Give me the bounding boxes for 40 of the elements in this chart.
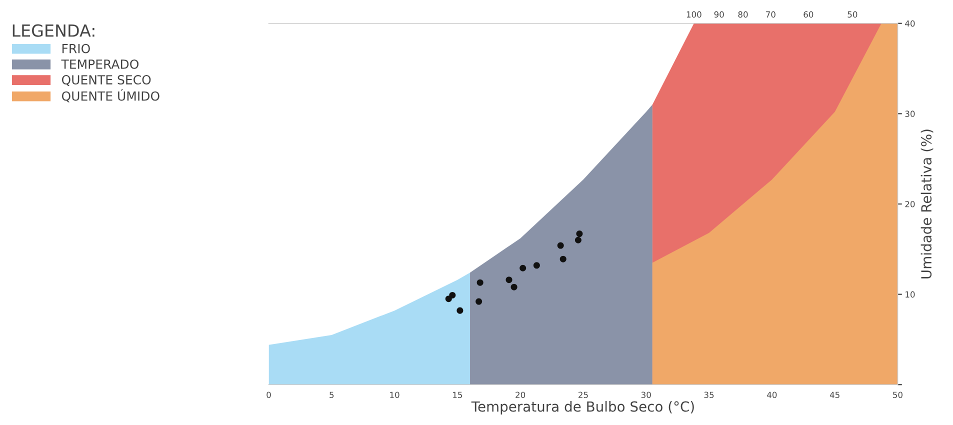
x-tick-label: 0 [266,392,271,398]
annotation: 90 [714,11,724,18]
x-tick-label: 25 [578,392,588,398]
point [520,264,526,272]
annotation: 80 [738,11,748,18]
x-tick-label: 15 [453,392,462,398]
x-tick-label: 30 [641,392,651,398]
point [476,279,484,286]
annotation: 70 [766,11,776,18]
annotation: 100 [686,11,702,18]
x-tick-label: 50 [893,392,902,398]
point [510,284,518,290]
y-tick-label: 10 [906,291,915,298]
legend-title: LEGENDA: [12,24,94,37]
legend-label: QUENTE ÚMIDO [62,89,160,102]
x-tick-label: 40 [767,392,777,398]
y-axis-title: Umidade Relativa (%) [920,130,934,278]
legend-label: TEMPERADO [61,59,138,69]
point [557,242,564,249]
point [574,236,582,244]
point [560,256,566,262]
x-tick-label: 5 [330,392,334,398]
x-tick-label: 35 [704,392,714,398]
point [533,262,540,269]
legend-label: FRIO [62,44,90,54]
y-tick-label: 40 [905,20,915,27]
point [456,307,464,314]
x-axis-title: Temperatura de Bulbo Seco (°C) [471,401,694,414]
y-tick-label: 20 [905,200,915,208]
annotation: 60 [804,11,814,18]
legend-label: QUENTE SECO [62,75,151,86]
point [576,230,583,238]
x-tick-label: 20 [516,392,526,398]
x-tick-label: 45 [830,392,840,398]
point [449,292,456,298]
y-tick-label: 30 [905,110,915,117]
point [476,298,482,305]
annotation: 50 [848,11,858,18]
point [506,276,512,284]
x-tick-label: 10 [390,392,400,398]
